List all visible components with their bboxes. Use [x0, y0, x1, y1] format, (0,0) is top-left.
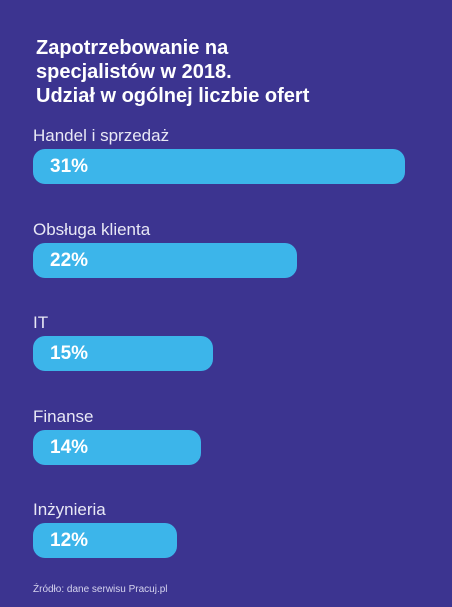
- chart-title: Zapotrzebowanie na specjalistów w 2018. …: [36, 36, 436, 108]
- category-label: Inżynieria: [33, 500, 106, 519]
- bar-value-label: 22%: [50, 249, 89, 271]
- category-label: Finanse: [33, 406, 94, 426]
- category-label: IT: [33, 313, 49, 332]
- chart-title-line-1: Zapotrzebowanie na: [36, 37, 229, 59]
- category-label: Handel i sprzedaż: [33, 126, 170, 145]
- bar: 31%: [33, 149, 405, 184]
- category-label: Obsługa klienta: [33, 219, 151, 239]
- bar-value-label: 31%: [50, 156, 89, 177]
- bar: 15%: [33, 336, 213, 371]
- bar: 14%: [33, 429, 201, 465]
- bar-value-label: 12%: [50, 530, 89, 551]
- bar: 22%: [33, 242, 297, 278]
- chart-title-line-2: specjalistów w 2018.: [36, 61, 232, 83]
- source-note: Źródło: dane serwisu Pracuj.pl: [33, 584, 168, 595]
- chart-title-line-3: Udział w ogólnej liczbie ofert: [36, 85, 310, 107]
- bar-value-label: 15%: [50, 343, 89, 364]
- bar: 12%: [33, 523, 177, 558]
- bar-value-label: 14%: [50, 436, 89, 458]
